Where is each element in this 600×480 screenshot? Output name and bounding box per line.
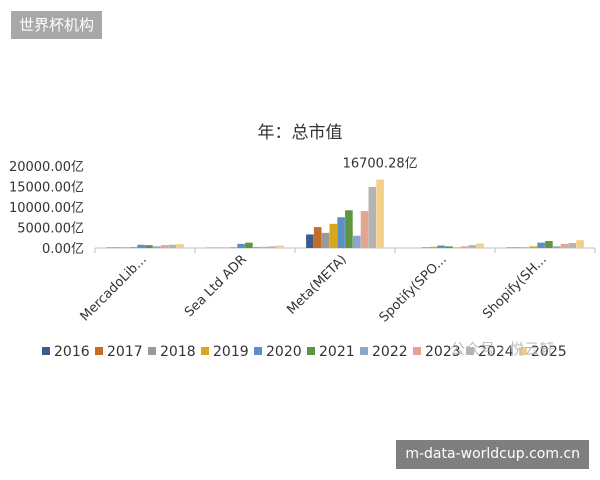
y-tick-label: 20000.00亿	[9, 160, 84, 175]
bar-2020-3	[337, 217, 345, 248]
bar-2018-4	[421, 247, 430, 248]
bar-2025-1	[176, 244, 184, 248]
legend-label-2017: 2017	[107, 344, 143, 360]
bar-2018-3	[321, 232, 330, 248]
bar-2022-5	[552, 246, 561, 248]
legend-swatch-2018	[148, 347, 156, 355]
bar-2019-1	[129, 246, 138, 248]
bar-2020-2	[237, 243, 245, 248]
y-tick-label: 10000.00亿	[9, 201, 84, 216]
bar-2023-4	[460, 246, 469, 248]
legend-label-2019: 2019	[213, 344, 249, 360]
bar-2023-3	[360, 211, 369, 248]
legend-swatch-2021	[307, 347, 315, 355]
legend-label-2020: 2020	[266, 344, 302, 360]
bar-2019-3	[329, 223, 338, 248]
bar-2025-4	[476, 243, 484, 248]
legend-label-2024: 2024	[478, 344, 514, 360]
bar-2019-5	[529, 246, 538, 248]
bar-2017-1	[113, 247, 122, 248]
y-tick-label: 5000.00亿	[17, 222, 84, 237]
legend-swatch-2022	[360, 347, 368, 355]
bar-2021-4	[445, 246, 453, 248]
legend-swatch-2023	[413, 347, 421, 355]
x-tick-label: MercadoLib...	[78, 252, 150, 324]
legend-label-2025: 2025	[531, 344, 567, 360]
legend-label-2016: 2016	[54, 344, 90, 360]
legend-label-2023: 2023	[425, 344, 461, 360]
bar-2020-1	[137, 244, 145, 248]
legend-swatch-2024	[466, 347, 474, 355]
bar-2020-4	[437, 245, 445, 248]
y-tick-label: 15000.00亿	[9, 181, 84, 196]
bar-2018-5	[521, 247, 530, 248]
legend-label-2021: 2021	[319, 344, 355, 360]
bar-2022-1	[152, 246, 161, 248]
bar-2021-1	[145, 245, 153, 248]
bar-2021-5	[545, 241, 553, 248]
bar-2019-4	[429, 246, 438, 248]
legend-swatch-2017	[95, 347, 103, 355]
x-tick-label: Spotify(SPO...	[377, 252, 450, 325]
bar-2024-3	[368, 186, 377, 248]
bar-2017-5	[513, 247, 522, 248]
bar-2025-2	[276, 245, 284, 248]
legend-swatch-2019	[201, 347, 209, 355]
bar-2024-1	[168, 244, 177, 248]
chart-title: 年：总市值	[257, 123, 343, 143]
bar-2023-1	[160, 245, 169, 248]
bar-2024-5	[568, 243, 577, 248]
bar-2022-4	[452, 247, 461, 248]
legend-label-2022: 2022	[372, 344, 408, 360]
source-url-banner: m-data-worldcup.com.cn	[396, 440, 589, 469]
x-tick-label: Meta(META)	[284, 252, 350, 318]
legend-swatch-2016	[42, 347, 50, 355]
bar-2022-3	[352, 235, 361, 248]
bar-2023-5	[560, 243, 569, 248]
y-tick-label: 0.00亿	[42, 242, 84, 257]
bar-2017-3	[313, 227, 322, 248]
bar-2016-3	[306, 234, 314, 248]
legend-swatch-2020	[254, 347, 262, 355]
bar-2025-3	[376, 179, 384, 248]
bar-2024-4	[468, 245, 477, 248]
legend-label-2018: 2018	[160, 344, 196, 360]
watermark-text: 公众号 · 悦云轩	[450, 340, 555, 358]
source-tag: 世界杯机构	[11, 11, 103, 39]
bar-2025-5	[576, 240, 584, 248]
legend-swatch-2025	[519, 347, 527, 355]
bar-2020-5	[537, 242, 545, 248]
data-label: 16700.28亿	[343, 157, 418, 172]
bar-2024-2	[268, 246, 277, 248]
bar-2021-3	[345, 210, 353, 248]
bar-2023-2	[260, 246, 269, 248]
bar-2018-1	[121, 247, 130, 248]
x-tick-label: Shopify(SH...	[480, 252, 550, 322]
x-tick-label: Sea Ltd ADR	[182, 252, 250, 320]
bar-2021-2	[245, 242, 253, 248]
bar-2022-2	[252, 246, 261, 248]
bar-2019-2	[229, 247, 238, 248]
